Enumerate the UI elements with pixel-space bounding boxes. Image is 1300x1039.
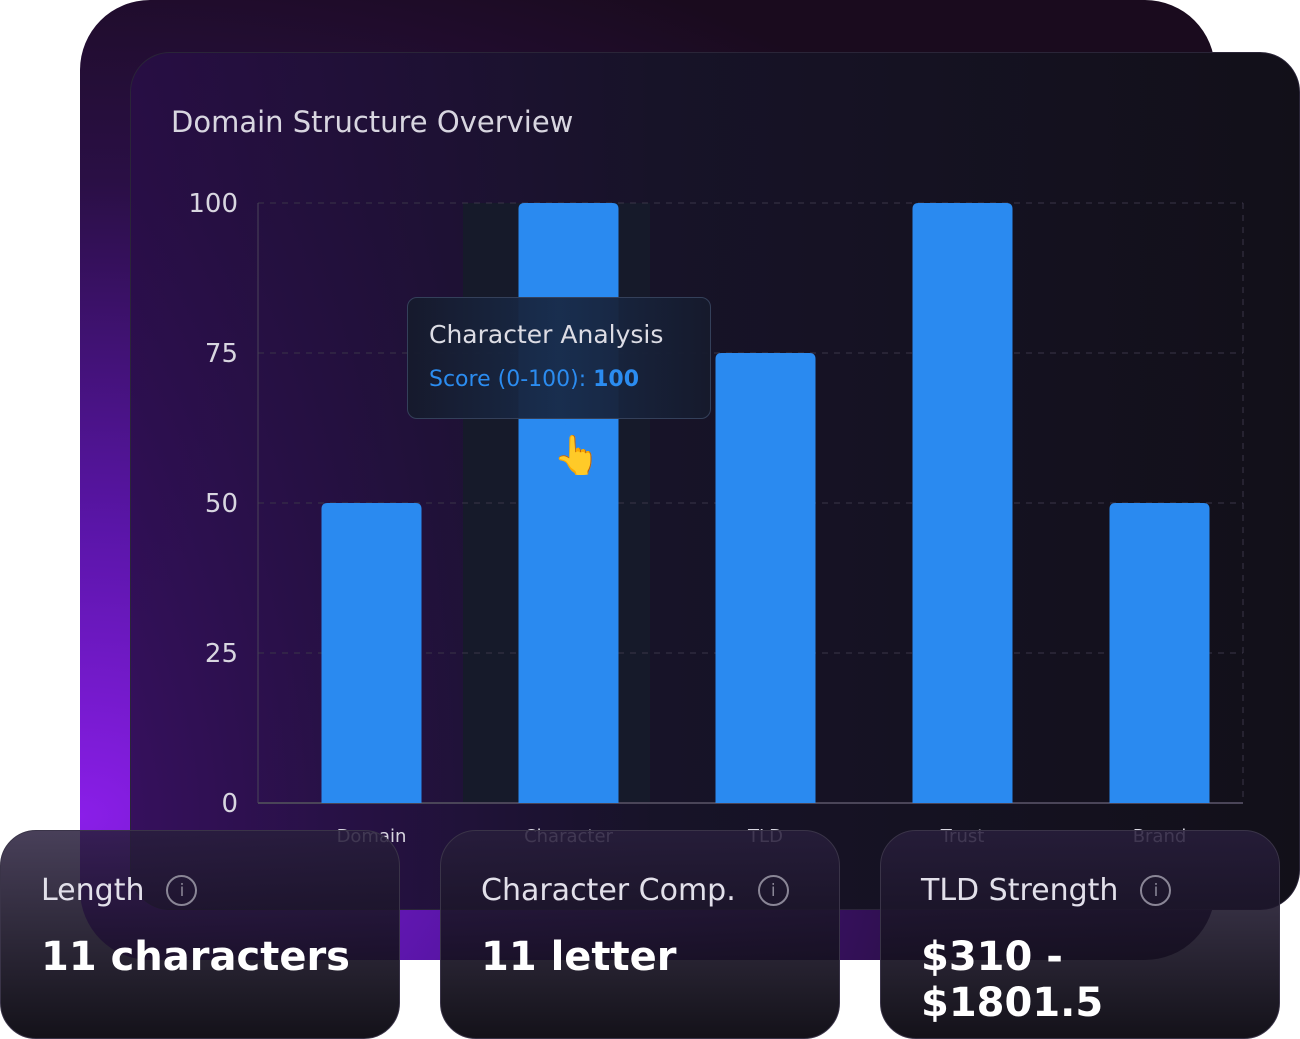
tld-strength-card: TLD Strength i $310 - $1801.5	[880, 830, 1280, 1039]
bar	[518, 203, 619, 803]
tooltip-label: Score (0-100):	[429, 367, 587, 392]
card-value: 11 characters	[41, 934, 350, 980]
tooltip-value: 100	[593, 367, 640, 392]
y-tick-label: 0	[221, 789, 238, 819]
bar	[321, 503, 422, 803]
info-icon[interactable]: i	[1140, 875, 1172, 906]
y-tick-label: 75	[205, 339, 238, 369]
card-label: TLD Strength	[921, 873, 1119, 908]
length-card: Length i 11 characters	[0, 830, 400, 1039]
bar	[912, 203, 1013, 803]
chart-tooltip: Character Analysis Score (0-100): 100	[407, 297, 711, 419]
info-icon[interactable]: i	[166, 875, 198, 906]
info-icon[interactable]: i	[757, 875, 789, 906]
bar	[1109, 503, 1210, 803]
character-comp-card: Character Comp. i 11 letter	[440, 830, 840, 1039]
card-value: $310 - $1801.5	[921, 934, 1104, 1026]
tooltip-title: Character Analysis	[429, 320, 664, 349]
card-label: Length	[41, 873, 145, 908]
y-tick-label: 50	[205, 489, 238, 519]
hand-pointer-icon: 👆	[553, 433, 601, 477]
card-value: 11 letter	[481, 934, 677, 980]
y-tick-label: 100	[188, 189, 238, 219]
bar	[715, 353, 816, 803]
y-tick-label: 25	[205, 639, 238, 669]
card-label: Character Comp.	[481, 873, 736, 908]
chart-title: Domain Structure Overview	[171, 105, 574, 139]
